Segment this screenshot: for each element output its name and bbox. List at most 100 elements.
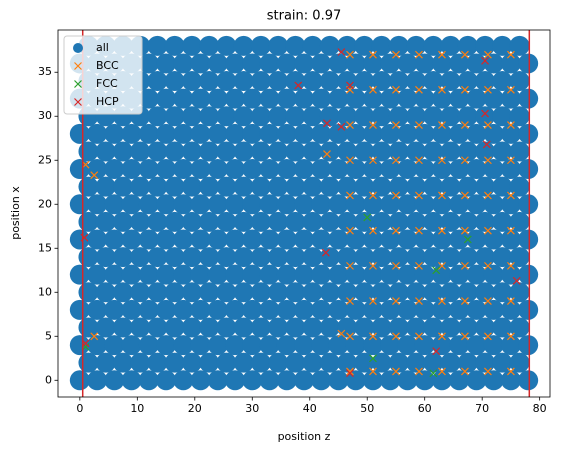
point: [406, 35, 427, 56]
point: [337, 247, 358, 268]
point: [457, 71, 478, 92]
point: [388, 317, 409, 338]
point: [87, 335, 108, 356]
point: [156, 264, 177, 285]
point: [423, 141, 444, 162]
point: [216, 211, 237, 232]
point: [156, 53, 177, 74]
point: [268, 106, 289, 127]
point: [294, 88, 314, 109]
x-axis-label: position z: [278, 430, 331, 443]
point: [415, 121, 423, 129]
point: [259, 88, 280, 109]
point: [311, 88, 332, 109]
point: [457, 282, 478, 303]
point: [302, 352, 323, 373]
point: [506, 261, 515, 270]
point: [216, 35, 237, 56]
point: [311, 194, 332, 215]
point: [431, 370, 452, 391]
point: [423, 317, 444, 338]
point: [199, 35, 220, 56]
point: [346, 297, 354, 305]
point: [259, 264, 280, 285]
point: [207, 229, 228, 250]
point: [121, 159, 142, 180]
x-tick-label: 20: [188, 402, 202, 415]
point: [415, 226, 423, 235]
point: [406, 106, 427, 127]
point: [371, 352, 392, 373]
point: [207, 53, 228, 74]
point: [362, 335, 383, 356]
point: [276, 299, 297, 320]
point: [311, 335, 332, 356]
point: [319, 211, 340, 232]
point: [294, 81, 303, 90]
point: [311, 53, 332, 74]
point: [483, 159, 504, 180]
point: [156, 299, 177, 320]
point: [311, 159, 332, 180]
point: [328, 335, 349, 356]
point: [302, 35, 323, 56]
point: [414, 194, 435, 215]
point: [380, 229, 401, 250]
point: [173, 159, 194, 180]
point: [415, 261, 423, 270]
point: [406, 211, 427, 232]
point: [319, 317, 340, 338]
point: [225, 229, 246, 250]
point: [164, 211, 185, 232]
point: [475, 247, 496, 268]
point: [268, 141, 289, 162]
point: [268, 317, 289, 338]
legend-label: all: [96, 41, 109, 54]
point: [104, 299, 125, 320]
point: [233, 247, 254, 268]
point: [484, 297, 492, 305]
point: [225, 123, 246, 144]
point: [302, 71, 323, 92]
point: [392, 332, 400, 341]
point: [438, 121, 446, 129]
point: [457, 352, 478, 373]
point: [285, 35, 306, 56]
point: [181, 141, 202, 162]
point: [475, 317, 496, 338]
point: [475, 176, 496, 197]
point: [415, 85, 423, 94]
point: [268, 247, 289, 268]
point: [397, 194, 418, 215]
point: [207, 264, 228, 285]
point: [509, 352, 530, 373]
point: [406, 71, 427, 92]
point: [337, 352, 358, 373]
point: [345, 370, 366, 391]
point: [164, 71, 185, 92]
point: [457, 141, 478, 162]
point: [294, 264, 314, 285]
point: [250, 352, 271, 373]
point: [294, 299, 314, 320]
point: [268, 71, 289, 92]
point: [173, 299, 194, 320]
y-tick-label: 35: [38, 65, 52, 78]
point: [104, 335, 125, 356]
point: [438, 261, 446, 270]
point: [328, 299, 349, 320]
point: [369, 191, 377, 200]
point: [492, 282, 513, 303]
point: [199, 211, 220, 232]
point: [440, 282, 461, 303]
point: [345, 123, 366, 144]
point: [509, 176, 530, 197]
point: [337, 329, 346, 338]
point: [492, 141, 513, 162]
point: [500, 88, 521, 109]
point: [397, 123, 418, 144]
point: [461, 50, 469, 59]
point: [138, 53, 159, 74]
point: [323, 119, 331, 128]
point: [461, 121, 469, 129]
